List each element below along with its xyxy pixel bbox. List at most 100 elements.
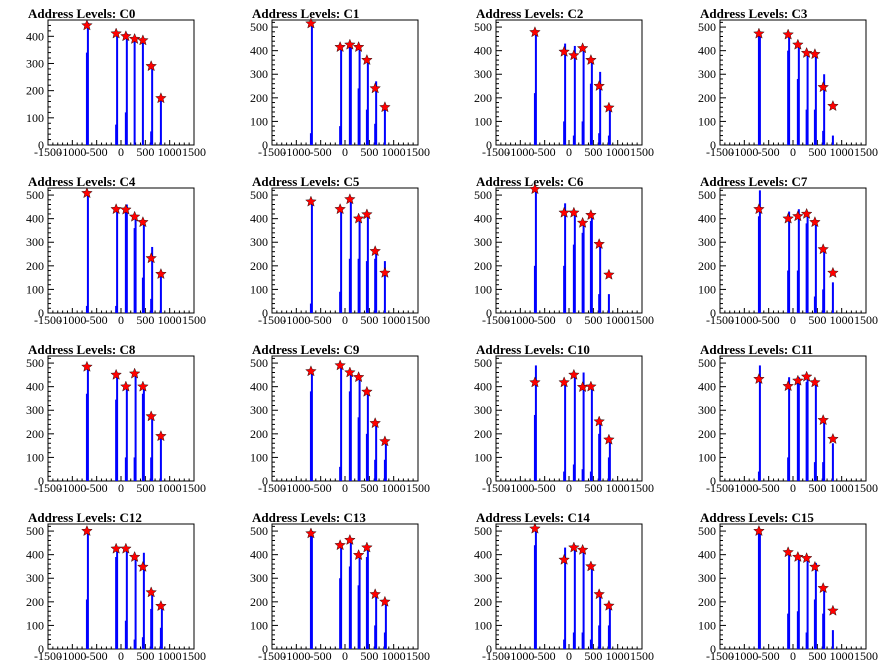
- histogram-panel: Address Levels: C0 0 100 200 300 400 -1500-100…: [26, 6, 206, 159]
- y-tick-label: 200: [26, 84, 44, 98]
- peak-marker: [110, 542, 122, 554]
- y-tick-label: 200: [250, 259, 268, 273]
- peak-marker: [334, 41, 346, 53]
- peak-marker: [529, 522, 541, 534]
- y-tick-label: 100: [474, 114, 492, 128]
- x-tick-label: 1500: [854, 481, 878, 495]
- histogram-bar: [582, 372, 585, 481]
- peak-marker: [361, 385, 373, 397]
- x-tick-label: 1500: [182, 145, 206, 159]
- x-tick-label: 1500: [854, 145, 878, 159]
- x-tick-label: -1500: [258, 313, 286, 327]
- x-tick-label: 1000: [382, 145, 406, 159]
- axes-frame: [271, 355, 419, 482]
- y-tick-label: 200: [26, 595, 44, 609]
- peak-marker: [110, 203, 122, 215]
- peak-marker: [352, 41, 365, 53]
- histogram-bar: [384, 441, 387, 481]
- y-tick-label: 100: [474, 282, 492, 296]
- x-tick-label: -1500: [706, 145, 734, 159]
- histogram-bar: [814, 222, 817, 313]
- x-tick-label: -1500: [482, 649, 510, 663]
- peak-marker: [603, 101, 615, 113]
- y-tick-label: 300: [250, 67, 268, 81]
- histogram-bar: [608, 605, 611, 649]
- y-tick-label: 300: [26, 235, 44, 249]
- peak-marker: [558, 206, 570, 218]
- y-tick-label: 200: [698, 91, 716, 105]
- histogram-panel: Address Levels: C70100200300400500-1500-…: [698, 174, 878, 327]
- peak-marker: [110, 27, 122, 39]
- histogram-bar: [814, 562, 817, 649]
- y-tick-label: 500: [698, 524, 716, 538]
- y-tick-label: 0: [38, 306, 44, 320]
- x-tick-label: -1000: [730, 313, 758, 327]
- y-tick-label: 0: [486, 474, 492, 488]
- histogram-bar: [159, 436, 162, 481]
- x-tick-label: -1500: [34, 313, 62, 327]
- x-tick-label: -1500: [706, 481, 734, 495]
- x-tick-label: 500: [584, 145, 602, 159]
- peak-marker: [558, 45, 570, 57]
- histogram-bar: [310, 531, 313, 649]
- y-tick-label: 0: [710, 642, 716, 656]
- peak-marker: [792, 38, 804, 50]
- y-tick-label: 200: [698, 595, 716, 609]
- histogram-bar: [599, 71, 602, 145]
- peak-marker: [593, 79, 605, 91]
- peak-marker: [369, 417, 381, 429]
- peak-marker: [568, 541, 580, 553]
- y-tick-label: 100: [698, 618, 716, 632]
- histogram-bar: [831, 135, 834, 145]
- y-tick-label: 0: [262, 306, 268, 320]
- peak-marker: [344, 193, 356, 205]
- peak-marker: [137, 216, 149, 228]
- histogram-bar: [151, 416, 154, 481]
- peak-marker: [369, 82, 381, 94]
- peak-marker: [155, 600, 167, 611]
- histogram-bar: [159, 98, 162, 145]
- y-tick-label: 400: [250, 212, 268, 226]
- x-tick-label: 500: [584, 313, 602, 327]
- peak-marker: [334, 539, 346, 551]
- histogram-bar: [797, 377, 800, 481]
- y-tick-label: 100: [26, 111, 44, 125]
- y-tick-label: 300: [698, 403, 716, 417]
- histogram-bar: [564, 382, 567, 481]
- peak-marker: [593, 415, 605, 427]
- peak-marker: [753, 373, 765, 384]
- peak-marker: [792, 210, 804, 222]
- peak-marker: [827, 432, 839, 444]
- x-tick-label: -1500: [258, 481, 286, 495]
- y-tick-label: 500: [26, 188, 44, 202]
- peak-marker: [137, 34, 149, 46]
- histogram-bar: [573, 545, 576, 649]
- y-tick-label: 100: [698, 450, 716, 464]
- peak-marker: [361, 208, 373, 220]
- peak-marker: [817, 243, 829, 255]
- panel-title: Address Levels: C14: [476, 510, 590, 525]
- histogram-bar: [607, 294, 610, 313]
- peak-marker: [603, 433, 615, 445]
- histogram-bar: [349, 372, 352, 481]
- y-tick-label: 200: [26, 259, 44, 273]
- axes-frame: [495, 355, 643, 482]
- panel-title: Address Levels: C3: [700, 6, 808, 21]
- histogram-bar: [375, 251, 378, 313]
- y-tick-label: 100: [250, 282, 268, 296]
- histogram-panel: Address Levels: C20100200300400500-1500-…: [474, 6, 654, 159]
- peak-marker: [145, 586, 157, 598]
- x-tick-label: -500: [310, 313, 332, 327]
- x-tick-label: -1500: [482, 481, 510, 495]
- panel-title: Address Levels: C6: [476, 174, 584, 189]
- axes-frame: [719, 19, 867, 146]
- histogram-bar: [340, 545, 343, 649]
- y-tick-label: 300: [474, 67, 492, 81]
- y-tick-label: 0: [262, 642, 268, 656]
- x-tick-label: 0: [118, 481, 124, 495]
- histogram-bar: [823, 249, 826, 313]
- histogram-panel: Address Levels: C90100200300400500-1500-…: [250, 342, 430, 495]
- histogram-bar: [573, 211, 576, 313]
- x-tick-label: -1500: [258, 145, 286, 159]
- histogram-bar: [349, 540, 352, 649]
